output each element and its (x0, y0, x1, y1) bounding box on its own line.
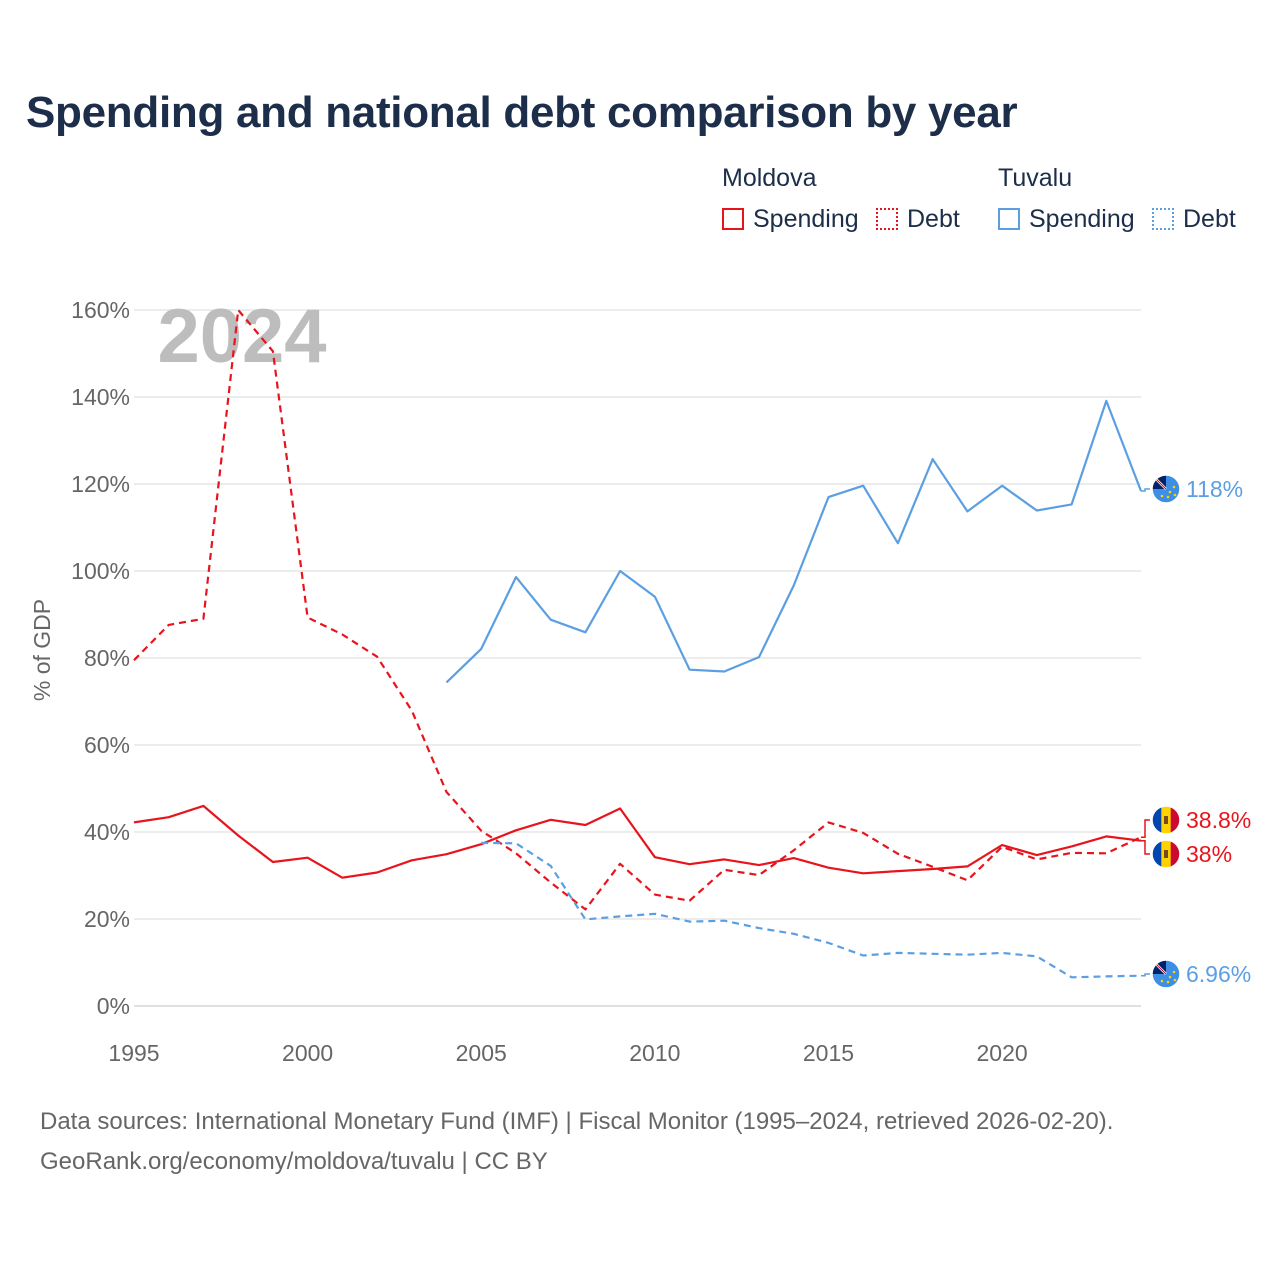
end-label-connector (1141, 973, 1150, 977)
x-tick-label: 2020 (977, 1040, 1028, 1066)
y-tick-label: 40% (84, 819, 130, 845)
flag-cross-red (1155, 478, 1167, 490)
footer-sources: Data sources: International Monetary Fun… (40, 1108, 1114, 1135)
y-tick-label: 160% (71, 297, 130, 323)
x-tick-label: 2005 (456, 1040, 507, 1066)
y-tick-label: 0% (97, 993, 130, 1019)
flag-cross-red (1155, 963, 1167, 975)
legend-label-moldova-spending[interactable]: Spending (753, 205, 859, 233)
moldova-flag-icon (1151, 839, 1181, 869)
flag-stripe-red (1170, 840, 1181, 868)
flag-star (1160, 979, 1164, 983)
flag-star (1173, 978, 1177, 982)
flag-star (1160, 494, 1164, 498)
y-tick-label: 80% (84, 645, 130, 671)
x-tick-label: 1995 (108, 1040, 159, 1066)
legend-label-moldova-debt[interactable]: Debt (907, 205, 960, 233)
flag-star (1172, 970, 1176, 974)
end-label-connector (1141, 819, 1150, 838)
y-tick-label: 100% (71, 558, 130, 584)
flag-star (1166, 495, 1170, 499)
tuvalu-flag-icon (1151, 474, 1181, 504)
y-tick-label: 120% (71, 471, 130, 497)
end-label-connector (1141, 839, 1150, 855)
flag-stripe-blue (1151, 840, 1162, 868)
x-tick-label: 2015 (803, 1040, 854, 1066)
legend-swatch-tuvalu-debt[interactable] (1152, 208, 1174, 230)
series-line-moldova-debt (133, 308, 1142, 911)
series-line-tuvalu-debt (481, 841, 1142, 979)
y-axis-label: % of GDP (29, 599, 55, 701)
flag-star (1168, 975, 1172, 979)
flag-ring (1151, 805, 1181, 835)
legend-group-moldova: Moldova (722, 164, 817, 192)
year-watermark: 2024 (157, 294, 326, 379)
flag-ring (1151, 474, 1181, 504)
flag-star (1172, 485, 1176, 489)
end-label-connector (1141, 488, 1150, 492)
end-value-label: 38.8% (1186, 807, 1251, 833)
flag-stripe-red (1170, 806, 1181, 834)
legend-swatch-moldova-debt[interactable] (876, 208, 898, 230)
flag-emblem (1164, 850, 1168, 858)
tuvalu-flag-icon (1151, 959, 1181, 989)
flag-ring (1151, 839, 1181, 869)
x-tick-label: 2010 (629, 1040, 680, 1066)
y-tick-label: 140% (71, 384, 130, 410)
legend-group-tuvalu: Tuvalu (998, 164, 1073, 192)
legend-swatch-moldova-spending[interactable] (722, 208, 744, 230)
flag-star (1173, 493, 1177, 497)
moldova-flag-icon (1151, 805, 1181, 835)
end-value-label: 118% (1186, 476, 1243, 502)
flag-ring (1151, 959, 1181, 989)
flag-stripe-blue (1151, 806, 1162, 834)
end-value-label: 6.96% (1186, 961, 1251, 987)
flag-star (1168, 490, 1172, 494)
legend-swatch-tuvalu-spending[interactable] (998, 208, 1020, 230)
footer-attribution: GeoRank.org/economy/moldova/tuvalu | CC … (40, 1148, 548, 1175)
flag-star (1166, 980, 1170, 984)
series-line-tuvalu-spending (445, 399, 1143, 684)
x-tick-label: 2000 (282, 1040, 333, 1066)
end-value-label: 38% (1186, 841, 1232, 867)
series-line-moldova-spending (133, 804, 1142, 879)
y-tick-label: 20% (84, 906, 130, 932)
flag-emblem (1164, 816, 1168, 824)
y-tick-label: 60% (84, 732, 130, 758)
legend-label-tuvalu-debt[interactable]: Debt (1183, 205, 1236, 233)
legend-label-tuvalu-spending[interactable]: Spending (1029, 205, 1135, 233)
chart-title: Spending and national debt comparison by… (26, 88, 1018, 137)
